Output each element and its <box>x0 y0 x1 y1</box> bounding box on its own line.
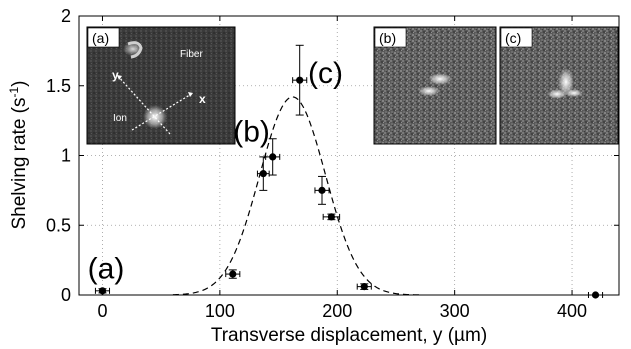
data-point-6 <box>322 213 341 221</box>
annotation-2: (c) <box>308 57 343 90</box>
inset-b-tag: (b) <box>379 30 396 46</box>
y-axis-label-close: ) <box>9 80 30 86</box>
annotation-1: (b) <box>233 116 270 149</box>
fit-curve-layer <box>172 96 420 296</box>
y-tick-label: 1 <box>61 146 71 166</box>
gaussian-fit-curve <box>172 96 420 296</box>
data-point-3 <box>265 138 281 176</box>
inset-b-image: (b) <box>373 26 497 145</box>
annotation-0: (a) <box>88 252 125 285</box>
grid <box>79 16 619 295</box>
y-tick-label: 2 <box>61 6 71 26</box>
data-marker <box>229 270 237 278</box>
data-marker <box>296 76 304 84</box>
inset-a-ion-label: Ion <box>113 113 127 124</box>
data-point-7 <box>356 283 372 291</box>
data-marker <box>360 283 368 291</box>
data-point-2 <box>256 156 270 191</box>
data-point-1 <box>225 269 241 279</box>
inset-a-axis-x-label: x <box>199 92 206 106</box>
inset-a-tag: (a) <box>92 30 109 46</box>
data-marker <box>269 153 277 161</box>
data-points-layer <box>94 44 604 299</box>
inset-a-axis-y-arrowhead <box>117 75 122 80</box>
inset-a-image: (a) Fiber Ion y x <box>86 26 236 145</box>
data-marker <box>327 213 335 221</box>
inset-a-axis-y-arrow <box>116 74 171 135</box>
x-tick-label: 100 <box>205 301 235 321</box>
data-point-8 <box>587 291 604 299</box>
y-tick-label: 1.5 <box>46 76 71 96</box>
data-point-4 <box>292 44 308 116</box>
inset-a-axis-x-arrowhead <box>188 92 193 97</box>
data-marker <box>98 287 107 295</box>
data-marker <box>259 170 267 178</box>
inset-c-image: (c) <box>499 26 619 145</box>
y-tick-label: 0.5 <box>46 215 71 235</box>
x-tick-label: 400 <box>557 301 587 321</box>
y-axis-label-main: Shelving rate (s <box>9 97 30 229</box>
inset-a-fiber-label: Fiber <box>180 49 203 60</box>
x-tick-label: 300 <box>440 301 470 321</box>
data-marker <box>318 186 326 194</box>
y-axis-label: Shelving rate (s-1) <box>7 80 30 229</box>
ticks: 0 100 200 300 400 0 0.5 1 1.5 2 <box>46 6 619 321</box>
y-tick-label: 0 <box>61 285 71 305</box>
x-tick-label: 200 <box>322 301 352 321</box>
x-axis-label: Transverse displacement, y (µm) <box>211 325 487 346</box>
data-marker <box>591 291 600 299</box>
inset-a-axis-y-label: y <box>112 68 119 82</box>
x-tick-label: 0 <box>97 301 107 321</box>
data-point-5 <box>314 175 330 205</box>
y-axis-label-sup: -1 <box>7 86 21 97</box>
data-point-0 <box>94 287 111 295</box>
annotations-layer: (a) (b) (c) <box>88 57 343 285</box>
inset-c-tag: (c) <box>505 30 521 46</box>
